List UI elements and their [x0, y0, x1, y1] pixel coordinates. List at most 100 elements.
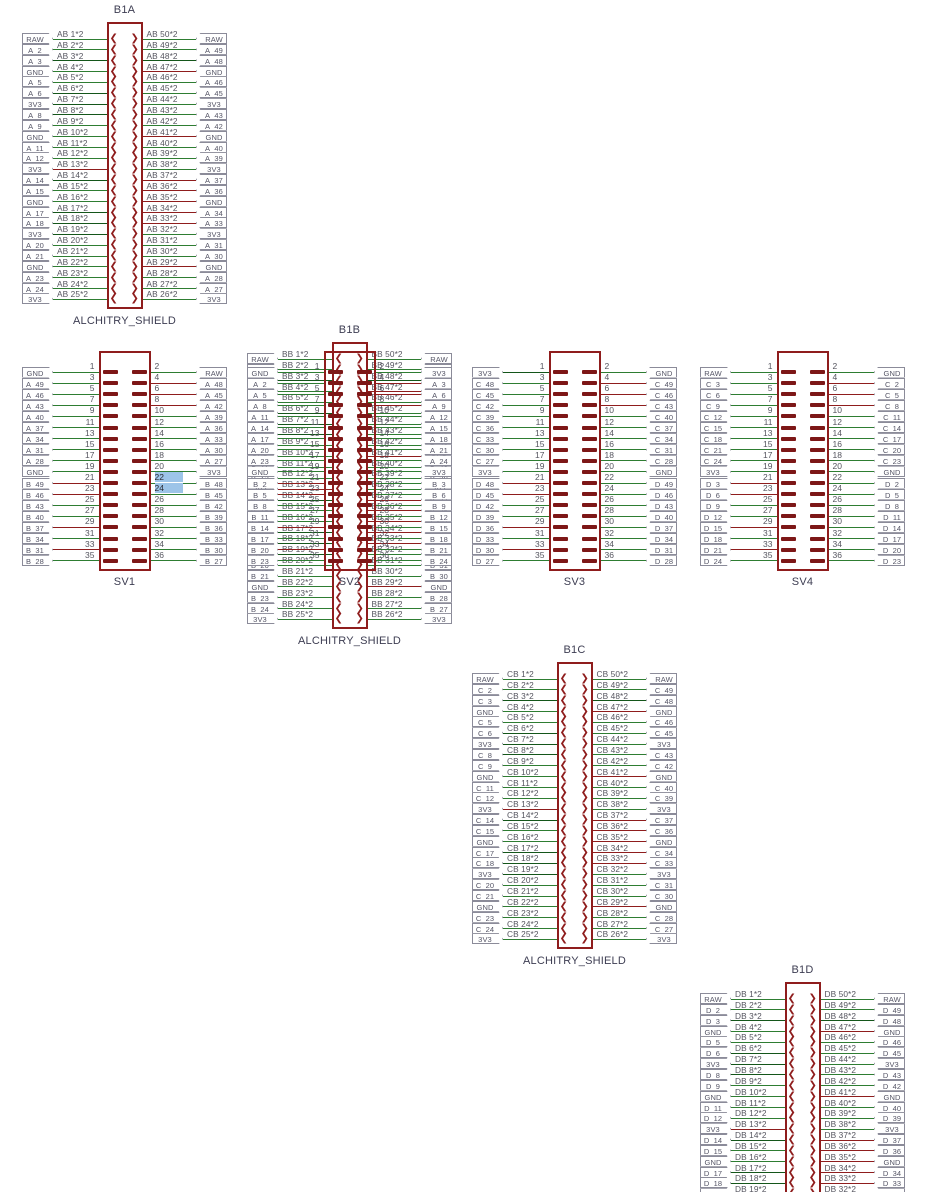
net-label[interactable]: GND: [247, 366, 278, 378]
shield-connector-b1a[interactable]: B1A RAW AB 1*2 ❮ ❯ AB 50*2 RAW A_2 AB 2*2 ❮ ❯ AB 49…: [22, 4, 227, 327]
net-label[interactable]: B_36: [196, 521, 227, 533]
net-label[interactable]: 3V3: [196, 163, 227, 175]
net-label[interactable]: C_18: [472, 857, 503, 869]
net-label[interactable]: C_45: [472, 388, 503, 400]
net-label[interactable]: D_21: [700, 544, 731, 556]
connector-body[interactable]: [776, 351, 829, 571]
net-label[interactable]: D_2: [874, 477, 905, 489]
net-label[interactable]: GND: [472, 835, 503, 847]
net-label[interactable]: D_6: [700, 488, 731, 500]
net-label[interactable]: C_8: [472, 748, 503, 760]
net-label[interactable]: A_31: [196, 239, 227, 251]
net-label[interactable]: D_14: [700, 1134, 731, 1146]
net-label[interactable]: C_3: [700, 377, 731, 389]
net-label[interactable]: B_17: [247, 533, 278, 544]
net-label[interactable]: 3V3: [472, 933, 503, 945]
net-label[interactable]: 3V3: [421, 613, 452, 625]
net-label[interactable]: D_45: [472, 488, 503, 500]
net-label[interactable]: D_6: [700, 1047, 731, 1059]
net-label[interactable]: D_11: [874, 510, 905, 522]
net-label[interactable]: GND: [472, 900, 503, 912]
net-label[interactable]: D_24: [700, 555, 731, 567]
net-label[interactable]: A_17: [22, 206, 53, 218]
net-label[interactable]: A_11: [22, 141, 53, 153]
net-label[interactable]: 3V3: [196, 466, 227, 478]
net-label[interactable]: RAW: [22, 33, 53, 44]
net-label[interactable]: D_2: [700, 1003, 731, 1015]
connector-body[interactable]: [548, 351, 601, 571]
net-label[interactable]: B_37: [22, 521, 53, 533]
net-label[interactable]: A_45: [196, 87, 227, 99]
net-label[interactable]: C_23: [874, 455, 905, 467]
shield-connector-b1c[interactable]: B1C RAW CB 1*2 ❮ ❯ CB 50*2 RAW C_2 CB 2*2 ❮ ❯ CB 49…: [472, 644, 677, 967]
net-label[interactable]: A_17: [247, 433, 278, 445]
net-label[interactable]: C_37: [646, 422, 677, 433]
net-label[interactable]: A_23: [22, 271, 53, 283]
net-label[interactable]: A_21: [22, 250, 53, 261]
net-label[interactable]: B_14: [247, 521, 278, 533]
net-label[interactable]: GND: [646, 366, 677, 378]
net-label[interactable]: A_48: [196, 54, 227, 66]
net-label[interactable]: A_36: [196, 422, 227, 433]
net-label[interactable]: C_27: [472, 455, 503, 467]
net-label[interactable]: B_18: [421, 533, 452, 544]
net-label[interactable]: 3V3: [196, 228, 227, 240]
net-label[interactable]: C_5: [472, 716, 503, 728]
net-label[interactable]: C_3: [472, 694, 503, 706]
net-label[interactable]: B_12: [421, 510, 452, 522]
net-label[interactable]: A_5: [247, 388, 278, 400]
net-label[interactable]: B_21: [247, 570, 278, 581]
net-label[interactable]: C_11: [472, 781, 503, 793]
net-label[interactable]: D_5: [700, 1036, 731, 1048]
net-label[interactable]: D_17: [700, 1166, 731, 1178]
net-label[interactable]: C_24: [472, 922, 503, 934]
net-label[interactable]: C_28: [646, 455, 677, 467]
net-label[interactable]: GND: [22, 466, 53, 478]
net-label[interactable]: GND: [22, 195, 53, 207]
net-label[interactable]: D_48: [472, 477, 503, 489]
net-label[interactable]: D_40: [646, 510, 677, 522]
net-label[interactable]: A_9: [22, 119, 53, 131]
net-label[interactable]: C_23: [472, 911, 503, 923]
net-label[interactable]: D_43: [646, 499, 677, 511]
net-label[interactable]: C_17: [874, 433, 905, 445]
net-label[interactable]: GND: [472, 770, 503, 782]
net-label[interactable]: C_30: [472, 444, 503, 456]
net-label[interactable]: D_3: [700, 477, 731, 489]
net-label[interactable]: B_6: [421, 488, 452, 500]
net-label[interactable]: B_31: [22, 544, 53, 556]
net-label[interactable]: D_49: [646, 477, 677, 489]
net-label[interactable]: D_34: [646, 533, 677, 544]
net-label[interactable]: 3V3: [22, 163, 53, 175]
net-label[interactable]: GND: [196, 65, 227, 77]
net-label[interactable]: A_3: [421, 377, 452, 389]
net-label[interactable]: A_39: [196, 410, 227, 422]
net-label[interactable]: A_46: [22, 388, 53, 400]
net-label[interactable]: GND: [22, 130, 53, 142]
net-label[interactable]: A_6: [22, 87, 53, 99]
net-label[interactable]: B_28: [22, 555, 53, 567]
net-label[interactable]: D_14: [874, 521, 905, 533]
net-label[interactable]: A_23: [247, 455, 278, 467]
net-label[interactable]: B_33: [196, 533, 227, 544]
net-label[interactable]: D_18: [700, 1177, 731, 1189]
net-label[interactable]: GND: [22, 366, 53, 378]
net-label[interactable]: B_8: [247, 499, 278, 511]
net-label[interactable]: A_43: [22, 399, 53, 411]
net-label[interactable]: GND: [22, 65, 53, 77]
net-label[interactable]: A_18: [421, 433, 452, 445]
net-label[interactable]: C_20: [874, 444, 905, 456]
net-label[interactable]: C_42: [472, 399, 503, 411]
net-label[interactable]: B_42: [196, 499, 227, 511]
net-label[interactable]: B_30: [421, 570, 452, 581]
net-label[interactable]: GND: [421, 580, 452, 592]
net-label[interactable]: C_14: [472, 814, 503, 826]
net-label[interactable]: C_15: [700, 422, 731, 433]
net-label[interactable]: C_2: [874, 377, 905, 389]
net-label[interactable]: A_27: [196, 282, 227, 294]
net-label[interactable]: D_42: [472, 499, 503, 511]
net-label[interactable]: A_15: [22, 184, 53, 196]
net-label[interactable]: B_39: [196, 510, 227, 522]
net-label[interactable]: D_5: [874, 488, 905, 500]
net-label[interactable]: 3V3: [472, 803, 503, 815]
